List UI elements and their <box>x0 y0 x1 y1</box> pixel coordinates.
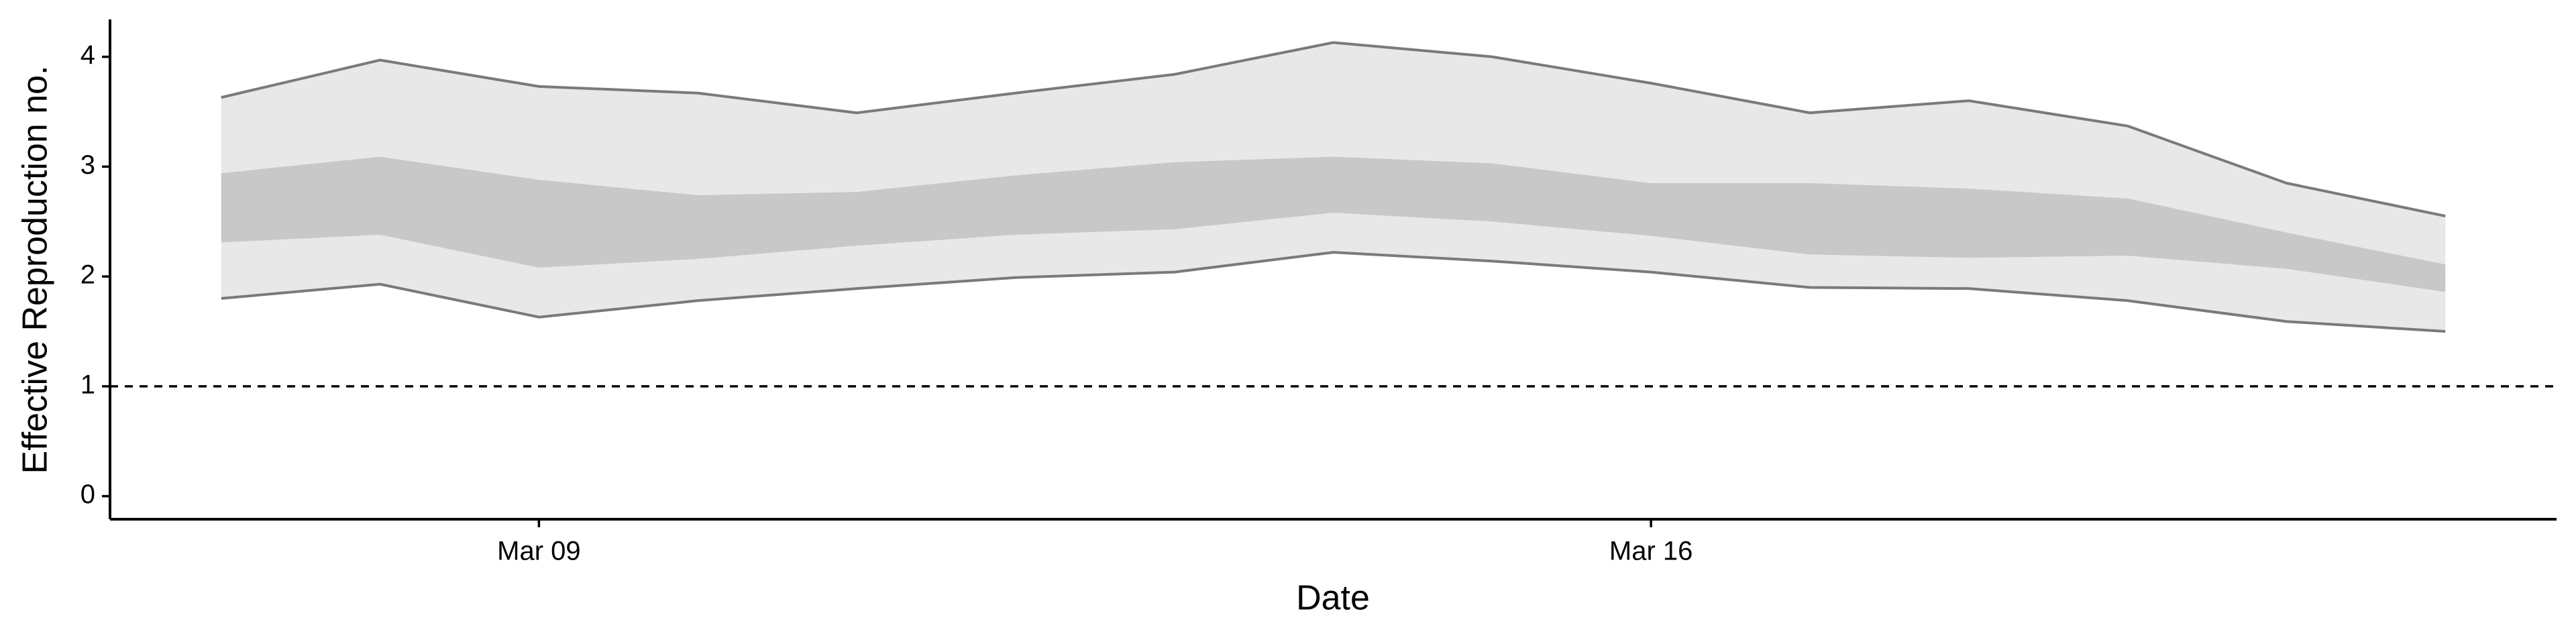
band <box>221 156 2446 292</box>
x-tick-label: Mar 09 <box>497 537 581 566</box>
x-axis-title: Date <box>1296 579 1370 618</box>
y-tick-label: 4 <box>80 40 95 70</box>
y-tick-label: 2 <box>80 260 95 290</box>
y-tick-label: 3 <box>80 150 95 180</box>
y-axis-title: Effective Reproduction no. <box>16 66 55 474</box>
y-tick-label: 1 <box>80 370 95 399</box>
band-edge-line <box>221 41 2446 218</box>
x-tick-label: Mar 16 <box>1609 537 1693 566</box>
band-edge-line <box>221 251 2446 333</box>
y-tick-label: 0 <box>80 480 95 509</box>
